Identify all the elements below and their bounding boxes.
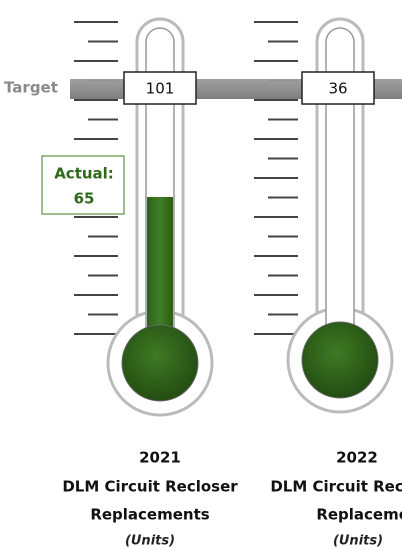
target-value: 36 <box>328 80 347 98</box>
caption-line: Replacements <box>90 506 209 524</box>
scale-ticks <box>74 21 298 335</box>
target-box <box>301 71 375 105</box>
target-value: 101 <box>146 80 175 98</box>
actual-box <box>41 155 125 215</box>
actual-value: 65 <box>74 190 95 208</box>
year: 2021 <box>139 449 181 467</box>
caption-line: DLM Circuit Recloser <box>270 478 402 496</box>
target-label: Target <box>4 79 58 97</box>
caption-line: DLM Circuit Recloser <box>62 478 238 496</box>
caption-line: Replacements <box>316 506 402 524</box>
unit: (Units) <box>125 534 175 549</box>
unit: (Units) <box>333 534 383 549</box>
target-box <box>123 71 197 105</box>
actual-label: Actual: <box>54 165 114 183</box>
year: 2022 <box>336 449 378 467</box>
